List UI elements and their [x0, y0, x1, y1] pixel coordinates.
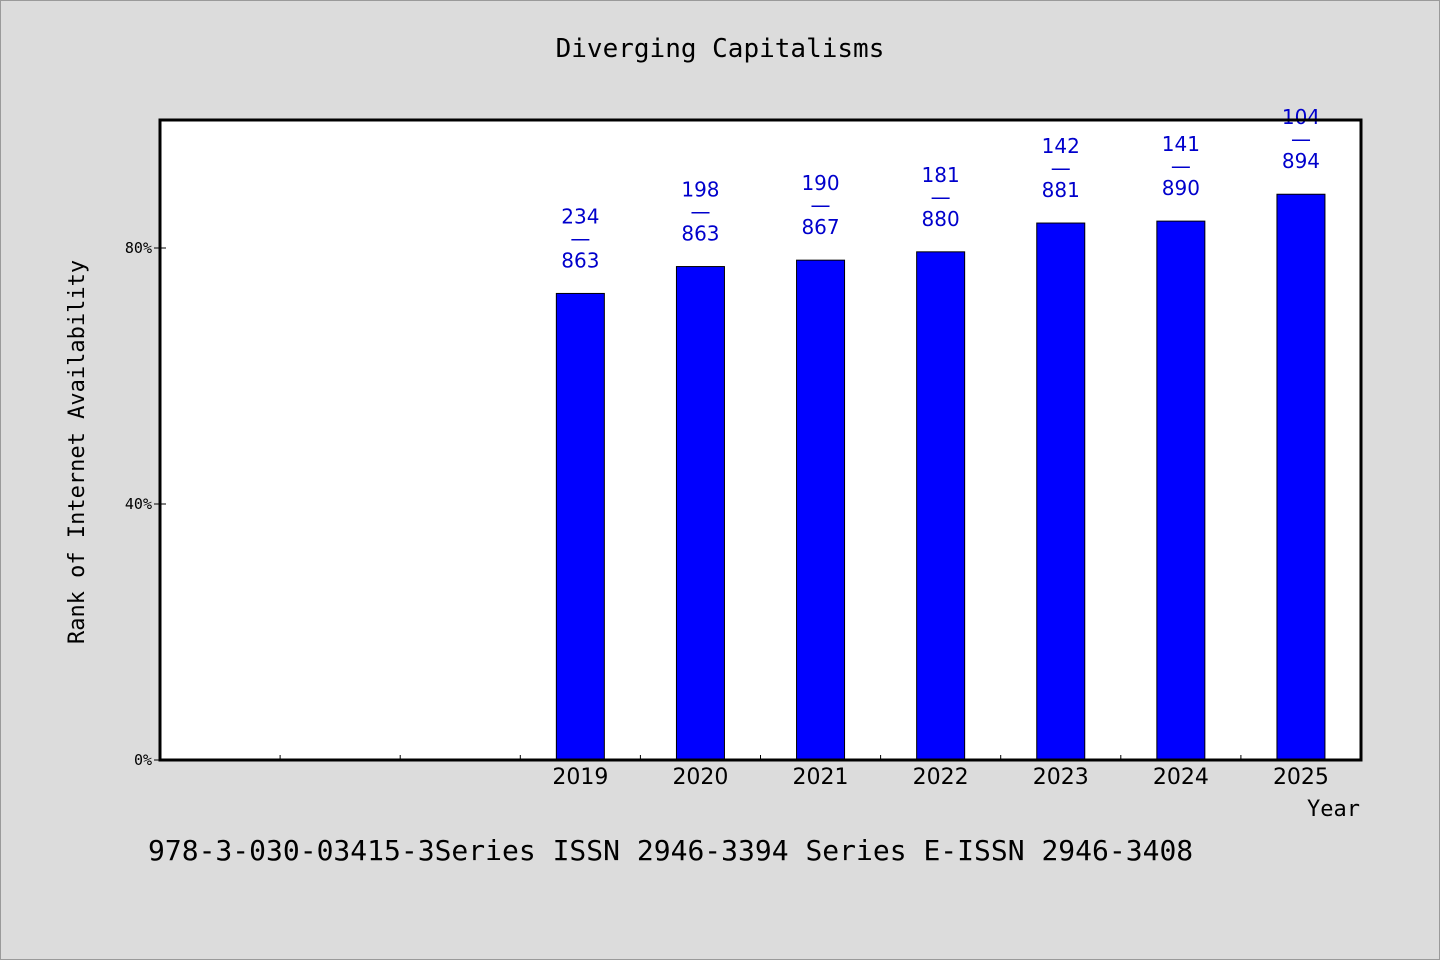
data-label-2023-line2: —	[1051, 156, 1071, 180]
data-label-2024-line3: 890	[1162, 176, 1200, 200]
data-label-2020-line2: —	[690, 200, 710, 224]
data-label-2022-line3: 880	[922, 207, 960, 231]
data-label-2024-line1: 141	[1162, 132, 1200, 156]
data-label-2024-line2: —	[1171, 154, 1191, 178]
bar-2021	[796, 259, 846, 761]
data-label-2025-line3: 894	[1282, 149, 1320, 173]
bar-2022	[916, 251, 966, 761]
data-label-2020-line1: 198	[681, 178, 719, 202]
y-axis-title: Rank of Internet Availability	[65, 260, 90, 644]
x-tick-label-2019: 2019	[552, 765, 608, 790]
chart-title: Diverging Capitalisms	[555, 34, 885, 64]
x-tick-label-2025: 2025	[1273, 765, 1329, 790]
x-tick-label-2024: 2024	[1153, 765, 1209, 790]
y-tick-label-80pct: 80%	[125, 239, 152, 257]
data-label-2019-line1: 234	[561, 204, 599, 228]
data-label-2021-line3: 867	[801, 215, 839, 239]
data-label-2023-line3: 881	[1042, 178, 1080, 202]
data-label-2022-line2: —	[931, 185, 951, 209]
data-label-2025-line2: —	[1291, 127, 1311, 151]
data-label-2019-line3: 863	[561, 248, 599, 272]
x-axis-title: Year	[1307, 797, 1360, 822]
bar-2024	[1156, 220, 1206, 761]
data-label-2025-line1: 104	[1282, 105, 1320, 129]
bar-2019	[555, 292, 605, 761]
data-label-2022-line1: 181	[922, 163, 960, 187]
data-label-2021-line2: —	[811, 193, 831, 217]
x-tick-label-2022: 2022	[913, 765, 969, 790]
plot-border	[158, 118, 1363, 762]
bar-2020	[675, 266, 725, 761]
x-tick-label-2021: 2021	[793, 765, 849, 790]
data-label-2020-line3: 863	[681, 222, 719, 246]
x-tick-label-2020: 2020	[672, 765, 728, 790]
bar-2025	[1276, 193, 1326, 761]
bar-2023	[1036, 222, 1086, 761]
data-label-2019-line2: —	[570, 226, 590, 250]
y-tick-label-40pct: 40%	[125, 495, 152, 513]
data-label-2021-line1: 190	[801, 171, 839, 195]
data-label-2023-line1: 142	[1042, 134, 1080, 158]
y-tick-label-0pct: 0%	[134, 751, 152, 769]
footer-isbn-issn: 978-3-030-03415-3Series ISSN 2946-3394 S…	[148, 834, 1194, 867]
x-tick-label-2023: 2023	[1033, 765, 1089, 790]
